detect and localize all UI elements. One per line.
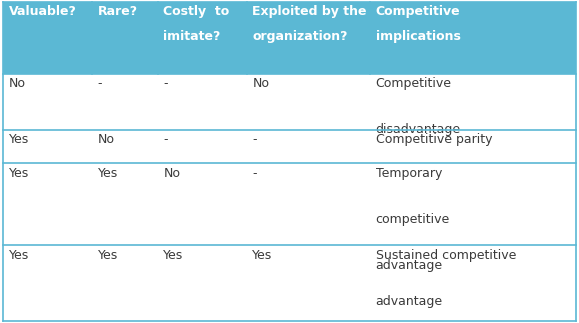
Text: Yes: Yes [9, 133, 29, 146]
Text: Yes: Yes [97, 167, 118, 180]
Text: organization?: organization? [252, 30, 348, 43]
Text: Sustained competitive

advantage: Sustained competitive advantage [376, 248, 516, 307]
Text: -: - [163, 78, 168, 90]
Bar [3, 2, 576, 74]
Bar [3, 245, 576, 321]
Text: Valuable?: Valuable? [9, 5, 76, 18]
Bar [3, 163, 576, 245]
Text: Competitive: Competitive [376, 5, 460, 18]
Text: -: - [97, 78, 102, 90]
Bar [3, 130, 576, 163]
Text: Costly  to: Costly to [163, 5, 230, 18]
Text: Competitive parity: Competitive parity [376, 133, 492, 146]
Text: -: - [252, 133, 257, 146]
Text: Yes: Yes [9, 167, 29, 180]
Text: Rare?: Rare? [97, 5, 138, 18]
Text: No: No [163, 167, 181, 180]
Text: Yes: Yes [252, 248, 273, 262]
Text: Exploited by the: Exploited by the [252, 5, 367, 18]
Text: Yes: Yes [97, 248, 118, 262]
Text: Competitive

disadvantage: Competitive disadvantage [376, 78, 461, 136]
Text: No: No [9, 78, 25, 90]
Text: No: No [97, 133, 115, 146]
Text: Yes: Yes [163, 248, 184, 262]
Text: No: No [252, 78, 269, 90]
Text: -: - [252, 167, 257, 180]
Text: -: - [163, 133, 168, 146]
Bar [3, 74, 576, 130]
Text: implications: implications [376, 30, 460, 43]
Text: imitate?: imitate? [163, 30, 221, 43]
Text: Temporary

competitive

advantage: Temporary competitive advantage [376, 167, 450, 272]
Text: Yes: Yes [9, 248, 29, 262]
